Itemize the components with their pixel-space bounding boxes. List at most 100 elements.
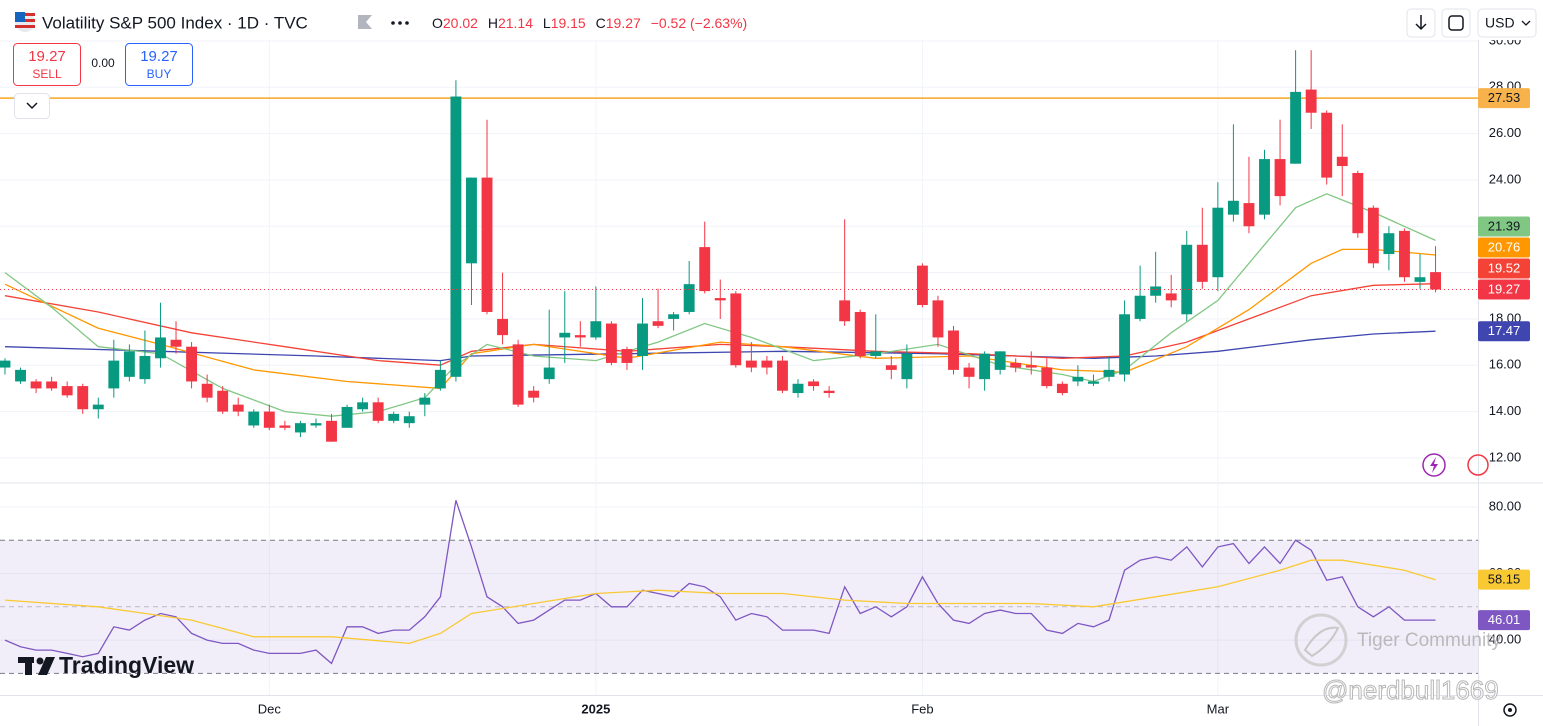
logo-dot <box>36 657 44 665</box>
candle-body <box>916 265 928 306</box>
lightning-button[interactable] <box>1422 453 1446 477</box>
candle-body <box>201 383 213 398</box>
candle-body <box>1227 200 1239 215</box>
fullscreen-button[interactable] <box>1441 8 1471 38</box>
candle-body <box>1010 362 1022 368</box>
candle-body <box>1336 156 1348 167</box>
candle-body <box>1056 383 1068 394</box>
series-price-label: 17.47 <box>1488 323 1521 338</box>
candle-body <box>123 351 135 377</box>
brand-text: TradingView <box>59 652 194 678</box>
rsi-line <box>4 500 1436 665</box>
community-icon-mark <box>1303 626 1340 658</box>
level-label: 27.53 <box>1488 90 1521 105</box>
candle-body <box>1150 286 1162 296</box>
candle-body <box>1165 293 1177 301</box>
candle-body <box>341 406 353 428</box>
sell-button[interactable] <box>13 43 81 86</box>
candle-body <box>932 300 944 338</box>
moving-average-line <box>4 248 1436 390</box>
candle-body <box>1414 277 1426 282</box>
last-price-label-bg <box>1478 279 1530 300</box>
candle-body <box>761 360 773 368</box>
series-price-label: 20.76 <box>1488 239 1521 254</box>
header-bg <box>0 0 1543 40</box>
x-tick-label: Mar <box>1207 701 1230 716</box>
candle-body <box>854 311 866 356</box>
currency-caret <box>1521 20 1531 26</box>
candle-body <box>419 397 431 405</box>
candle-body <box>792 383 804 394</box>
y-tick-label: 26.00 <box>1489 125 1522 140</box>
close-value: 19.27 <box>606 15 641 31</box>
high-key: H <box>488 15 498 31</box>
rsi-pane <box>0 484 1478 695</box>
candle-body <box>1134 295 1146 319</box>
more-dot[interactable] <box>391 21 395 25</box>
candle-body <box>1305 89 1317 113</box>
buy-button[interactable] <box>125 43 193 86</box>
x-tick-label: Dec <box>258 701 282 716</box>
series-price-label-bg <box>1478 237 1530 258</box>
candle-body <box>92 404 104 410</box>
candle-body <box>186 346 198 382</box>
price-pane <box>0 40 1478 482</box>
candle-body <box>823 390 835 394</box>
candle-body <box>46 381 58 389</box>
logo-slash <box>38 657 55 675</box>
candle-body <box>1088 381 1099 384</box>
buy-label: BUY <box>147 67 172 81</box>
candle-body <box>466 177 477 264</box>
candle-body <box>294 423 306 433</box>
y-tick-label: 24.00 <box>1489 171 1522 186</box>
settings-button[interactable] <box>1503 703 1517 717</box>
high-value: 21.14 <box>498 15 533 31</box>
candle-body <box>637 323 648 356</box>
candle-body <box>994 351 1006 370</box>
candle-body <box>1383 233 1395 255</box>
y-tick-label: 14.00 <box>1489 403 1522 418</box>
candle-body <box>839 300 851 322</box>
open-value: 20.02 <box>443 15 478 31</box>
candle-body <box>481 177 493 312</box>
moving-average-line <box>4 193 1436 417</box>
candle-body <box>574 335 586 338</box>
candle-body <box>745 360 757 368</box>
candle-body <box>948 330 959 370</box>
candle-body <box>699 247 711 292</box>
candle-body <box>1025 365 1037 368</box>
community-icon <box>1294 613 1348 667</box>
candle-body <box>714 298 726 301</box>
flag-button[interactable] <box>358 15 372 29</box>
series-price-label: 58.15 <box>1488 572 1521 587</box>
series-price-label-bg <box>1478 216 1530 237</box>
open-key: O <box>432 15 443 31</box>
rsi-line <box>4 559 1436 645</box>
candle-body <box>170 339 182 347</box>
candle-body <box>15 369 26 382</box>
symbol-title[interactable]: Volatility S&P 500 Index · 1D · TVC <box>42 13 308 32</box>
low-key: L <box>543 15 551 31</box>
candle-body <box>388 413 400 421</box>
currency-button[interactable] <box>1477 8 1537 38</box>
candle-body <box>1430 272 1441 290</box>
tradingview-logo <box>18 657 55 675</box>
lightning-icon <box>1430 457 1438 473</box>
candle-body <box>512 344 524 405</box>
candle-body <box>1352 172 1364 234</box>
candle-body <box>683 284 695 312</box>
candle-body <box>139 355 151 380</box>
candle-body <box>1259 159 1270 215</box>
partial-icon[interactable] <box>1467 454 1489 476</box>
candle-body <box>1290 91 1302 164</box>
community-text: Tiger Community <box>1357 630 1501 651</box>
series-price-label-bg <box>1478 321 1530 342</box>
more-dot <box>398 21 402 25</box>
change-value: −0.52 (−2.63%) <box>651 15 748 31</box>
collapse-button[interactable] <box>14 93 50 119</box>
watermarks: TradingView Tiger Community @nerdbull166… <box>18 453 1517 717</box>
y-tick-label: 12.00 <box>1489 449 1522 464</box>
logo-stem <box>25 657 32 675</box>
